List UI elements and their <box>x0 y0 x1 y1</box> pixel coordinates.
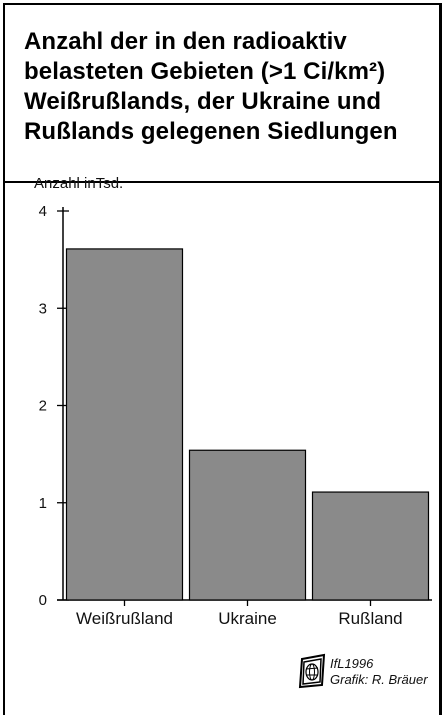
bar <box>311 491 430 601</box>
title-line-2: belasteten Gebieten (>1 Ci/km²) <box>24 58 386 85</box>
bar <box>65 248 184 601</box>
credit-line-1: IfL1996 <box>330 656 374 671</box>
title-line-1: Anzahl der in den radioaktiv <box>24 28 347 55</box>
y-tick-label: 0 <box>39 592 47 609</box>
chart-box <box>3 181 442 715</box>
x-tick-label: Rußland <box>338 609 402 628</box>
chart-title: Anzahl der in den radioaktiv belasteten … <box>24 27 444 147</box>
y-tick-label: 1 <box>39 495 47 512</box>
bar <box>188 449 307 601</box>
y-tick-label: 3 <box>39 300 47 317</box>
ifl-globe-logo-icon <box>298 653 326 689</box>
y-tick-label: 4 <box>39 203 47 220</box>
x-tick-label: Ukraine <box>218 609 277 628</box>
title-line-3: Weißrußlands, der Ukraine und <box>24 88 382 115</box>
y-axis-label: Anzahl inTsd. <box>34 175 124 192</box>
credit-line-2: Grafik: R. Bräuer <box>330 672 428 687</box>
credit: IfL1996 Grafik: R. Bräuer <box>330 656 428 688</box>
y-tick-label: 2 <box>39 398 47 415</box>
x-tick-label: Weißrußland <box>76 609 173 628</box>
title-box <box>3 3 442 183</box>
title-line-4: Rußlands gelegenen Siedlungen <box>24 118 398 145</box>
